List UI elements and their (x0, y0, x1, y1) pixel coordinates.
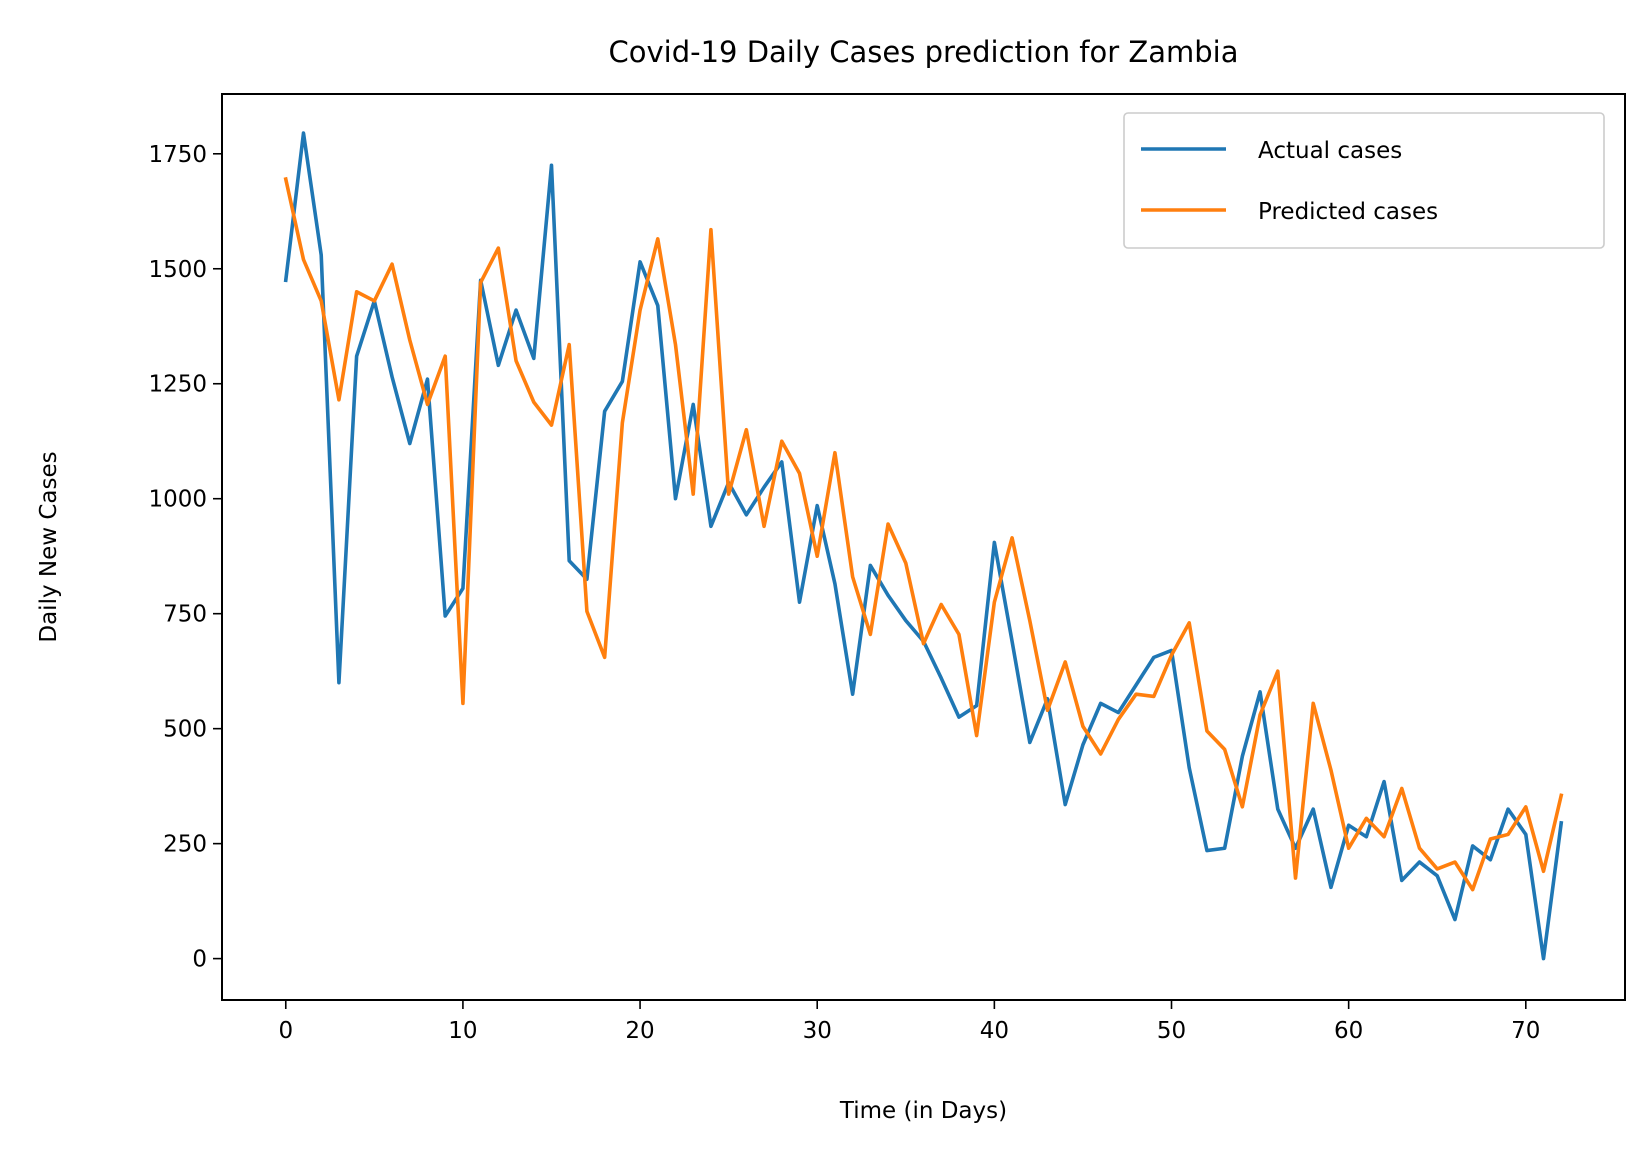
x-tick-label: 70 (1511, 1018, 1540, 1044)
y-tick-label: 1750 (148, 142, 207, 168)
y-tick-label: 1500 (148, 257, 207, 283)
y-tick-label: 1250 (148, 372, 207, 398)
y-tick-label: 1000 (148, 487, 207, 513)
legend: Actual cases Predicted cases (1123, 112, 1605, 249)
x-tick-label: 20 (625, 1018, 654, 1044)
y-axis: 0 250 500 750 1000 1250 1500 1750 (148, 142, 222, 973)
x-tick-label: 40 (980, 1018, 1009, 1044)
x-tick-label: 50 (1157, 1018, 1186, 1044)
x-tick-label: 30 (803, 1018, 832, 1044)
chart-title: Covid-19 Daily Cases prediction for Zamb… (608, 35, 1238, 69)
plot-frame (221, 93, 1626, 1001)
y-tick-label: 500 (163, 717, 207, 743)
series-layer (283, 131, 1564, 961)
x-axis: 0 10 20 30 40 50 60 70 (278, 1000, 1540, 1044)
x-tick-label: 10 (448, 1018, 477, 1044)
x-axis-label: Time (in Days) (839, 1098, 1007, 1124)
x-tick-label: 60 (1334, 1018, 1363, 1044)
legend-box (1123, 112, 1605, 249)
series-line-actual (283, 131, 1564, 961)
series-line-predicted (283, 176, 1564, 892)
legend-label: Actual cases (1258, 138, 1402, 164)
x-tick-label: 0 (278, 1018, 293, 1044)
y-tick-label: 0 (192, 947, 207, 973)
y-axis-label: Daily New Cases (36, 451, 62, 642)
y-tick-label: 750 (163, 602, 207, 628)
legend-label: Predicted cases (1258, 199, 1438, 225)
y-tick-label: 250 (163, 832, 207, 858)
